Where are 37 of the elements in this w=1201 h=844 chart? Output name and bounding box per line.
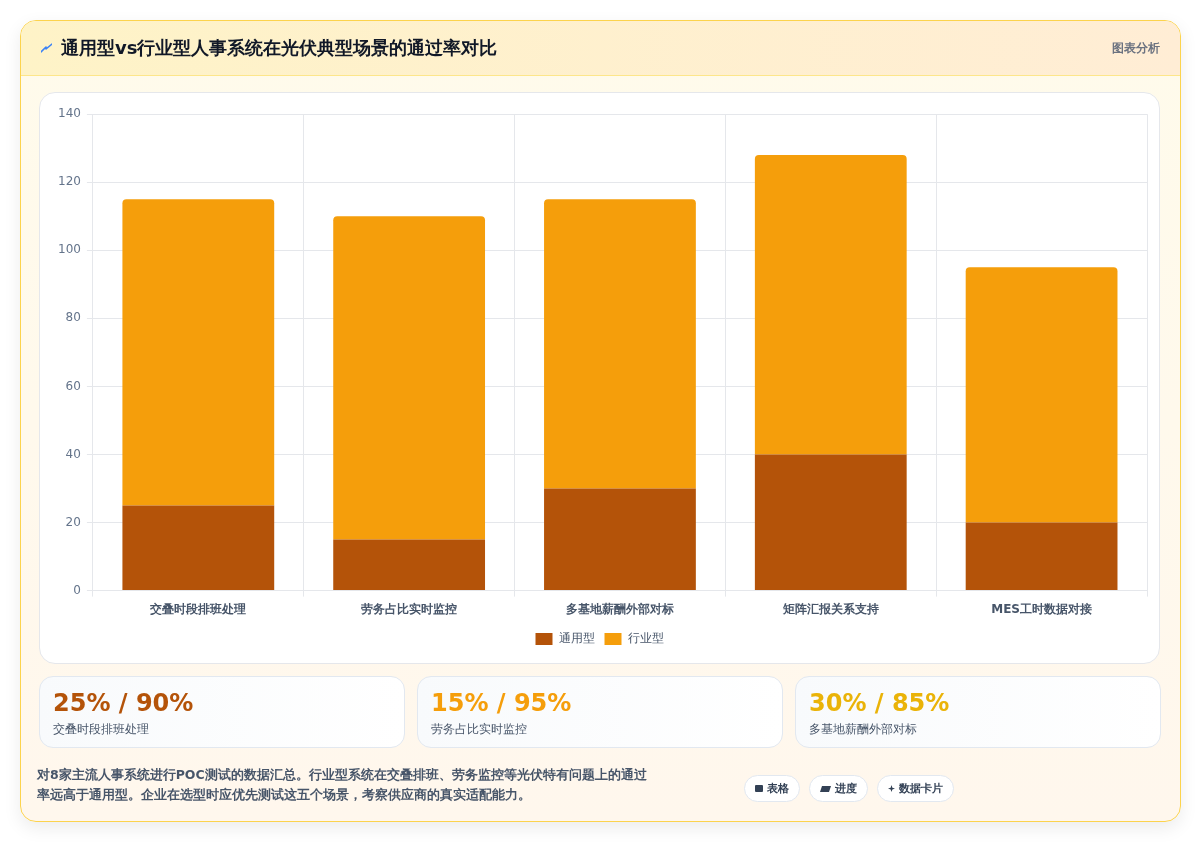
bar (333, 539, 486, 591)
y-tick-label: 0 (73, 582, 81, 597)
bar (544, 488, 696, 591)
text: 对8家主流人事系统进行POC测试的数据汇总。行业型系统在交叠排班、劳务监控等光伏特有问题上的通过率远高于通用型。企业在选型时应优先测试这五个场景，考察供应商的真实适配能力。 (37, 766, 648, 804)
x-tick-label: 劳务占比实时监控 (361, 601, 458, 616)
text: 表格 (767, 781, 789, 796)
text: 15% / 95% (431, 688, 573, 718)
y-tick-label: 20 (65, 514, 81, 529)
x-tick-label: 多基地薪酬外部对标 (565, 601, 674, 616)
text: 交叠时段排班处理 (53, 721, 150, 738)
x-tick-label: 矩阵汇报关系支持 (781, 601, 879, 616)
text: 进度 (835, 781, 857, 796)
text: 数据卡片 (899, 781, 943, 796)
text: 30% / 85% (809, 688, 951, 718)
legend-label: 通用型 (558, 631, 595, 646)
y-tick-label: 40 (65, 446, 81, 461)
bar (333, 216, 486, 540)
x-tick-label: MES工时数据对接 (991, 601, 1092, 616)
text: 图表分析 (1112, 39, 1160, 57)
text: 劳务占比实时监控 (431, 721, 528, 738)
bar (122, 199, 275, 506)
y-tick-label: 140 (58, 106, 81, 121)
chart-title: 通用型vs行业型人事系统在光伏典型场景的通过率对比 (61, 36, 498, 60)
bar (965, 267, 1118, 523)
y-tick-label: 120 (58, 174, 81, 189)
bar (754, 155, 907, 455)
x-tick-label: 交叠时段排班处理 (149, 601, 247, 616)
bar (754, 454, 907, 591)
bar (965, 522, 1118, 591)
bar (122, 505, 275, 591)
text: 多基地薪酬外部对标 (809, 721, 918, 738)
y-tick-label: 80 (65, 310, 81, 325)
y-tick-label: 60 (65, 378, 81, 393)
text: 25% / 90% (53, 688, 195, 718)
y-tick-label: 100 (58, 242, 81, 257)
legend-label: 行业型 (627, 631, 664, 646)
bar (544, 199, 696, 489)
